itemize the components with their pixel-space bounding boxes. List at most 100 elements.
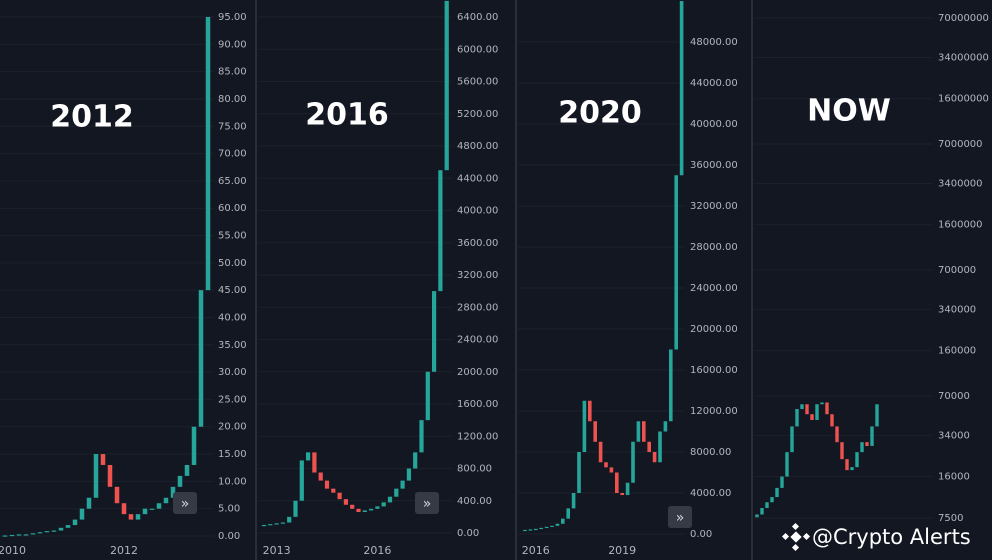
candle-body: [544, 526, 549, 529]
panel-title: 2020: [558, 96, 642, 131]
candle-body: [274, 523, 279, 525]
y-tick-label: 12000.00: [690, 406, 738, 417]
y-tick-label: 400.00: [457, 496, 492, 507]
candle-body: [582, 400, 587, 452]
candle-body: [135, 514, 141, 520]
plot: [523, 1, 684, 532]
candle-body: [830, 414, 834, 427]
plot: [261, 0, 449, 527]
candle-body: [93, 454, 99, 498]
candle-body: [534, 528, 538, 531]
candle-body: [765, 502, 769, 509]
candle-body: [550, 525, 554, 527]
candle-body: [845, 459, 849, 471]
candle-body: [356, 508, 361, 513]
y-tick-label: 5200.00: [457, 109, 498, 120]
candle-body: [419, 420, 424, 453]
y-tick-label: 2400.00: [457, 335, 498, 346]
y-tick-label: 45.00: [218, 285, 247, 296]
candle-body: [825, 402, 829, 415]
candle-body: [65, 525, 71, 528]
y-tick-label: 60.00: [218, 203, 247, 214]
y-tick-label: 7500: [938, 513, 963, 524]
candle-body: [79, 508, 85, 520]
candle-body: [609, 467, 614, 473]
candle-body: [625, 482, 630, 496]
candle-body: [566, 508, 570, 519]
panel-title: NOW: [807, 94, 891, 129]
y-tick-label: 28000.00: [690, 242, 738, 253]
y-tick-label: 75.00: [218, 121, 247, 132]
y-tick-label: 40000.00: [690, 119, 738, 130]
y-tick-label: 160000: [938, 346, 976, 357]
candle-body: [400, 480, 405, 489]
candle-body: [268, 524, 273, 526]
candle-body: [177, 475, 183, 487]
candle-body: [855, 452, 859, 468]
candle-body: [815, 404, 819, 420]
y-tick-label: 2000.00: [457, 367, 498, 378]
y-tick-label: 30.00: [218, 367, 247, 378]
y-tick-label: 90.00: [218, 39, 247, 50]
y-tick-label: 0.00: [690, 529, 712, 540]
y-tick-label: 3400000: [938, 178, 983, 189]
candle-body: [23, 534, 29, 536]
y-tick-label: 65.00: [218, 176, 247, 187]
y-tick-label: 0.00: [457, 528, 479, 539]
y-tick-label: 2800.00: [457, 302, 498, 313]
candle-body: [413, 452, 418, 469]
candle-body: [642, 421, 646, 442]
y-tick-label: 8000.00: [690, 447, 731, 458]
candle-body: [820, 402, 824, 405]
y-tick-label: 48000.00: [690, 37, 738, 48]
y-tick-label: 4000.00: [457, 206, 498, 217]
candle-body: [369, 508, 374, 511]
candle-body: [795, 409, 799, 427]
candle-body: [406, 468, 411, 481]
y-tick-label: 16000.00: [690, 365, 738, 376]
candle-body: [636, 421, 641, 442]
candle-body: [770, 497, 774, 503]
scroll-button[interactable]: »: [173, 492, 197, 514]
candle-body: [86, 497, 92, 509]
scroll-button[interactable]: »: [415, 492, 439, 514]
candle-body: [679, 1, 684, 176]
y-tick-label: 1600.00: [457, 399, 498, 410]
y-tick-label: 5.00: [218, 504, 240, 515]
y-tick-label: 25.00: [218, 394, 247, 405]
candle-body: [100, 454, 106, 465]
candle-body: [571, 493, 576, 509]
y-tick-label: 50.00: [218, 258, 247, 269]
candle-body: [324, 480, 330, 489]
y-tick-label: 20.00: [218, 422, 247, 433]
candle-body: [280, 522, 285, 524]
candle-body: [539, 527, 543, 530]
y-tick-label: 80.00: [218, 94, 247, 105]
candle-body: [381, 502, 386, 507]
candle-body: [785, 452, 789, 477]
candle-body: [293, 500, 298, 517]
candle-body: [775, 487, 779, 498]
y-tick-label: 4400.00: [457, 173, 498, 184]
candle-body: [331, 488, 336, 493]
candle-body: [163, 497, 169, 504]
y-tick-label: 32000.00: [690, 201, 738, 212]
y-tick-label: 10.00: [218, 476, 247, 487]
y-tick-label: 3600.00: [457, 238, 498, 249]
candle-body: [149, 508, 155, 510]
scroll-button[interactable]: »: [668, 506, 692, 528]
candle-body: [44, 531, 50, 533]
candle-body: [156, 503, 162, 509]
candle-body: [128, 514, 134, 520]
candle-body: [805, 404, 809, 415]
y-tick-label: 800.00: [457, 464, 492, 475]
x-tick-label: 2016: [363, 544, 391, 557]
y-tick-label: 1200.00: [457, 431, 498, 442]
candle-body: [647, 441, 651, 452]
panel-title: 2016: [305, 98, 389, 133]
candle-body: [362, 510, 367, 513]
candle-body: [790, 426, 794, 453]
plot: [755, 402, 879, 518]
